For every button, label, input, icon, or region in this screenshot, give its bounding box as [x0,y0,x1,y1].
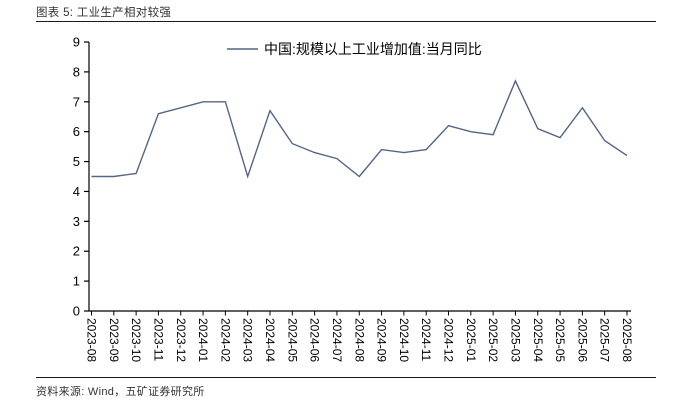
x-axis-tick-label: 2025-03 [508,318,522,362]
x-axis-tick-label: 2025-01 [464,318,478,362]
y-axis-tick-label: 2 [73,244,80,259]
source-note: 资料来源: Wind，五矿证券研究所 [36,386,205,398]
x-axis-tick-label: 2025-02 [486,318,500,362]
x-axis-tick-label: 2024-04 [263,318,277,362]
x-axis-tick-label: 2023-11 [151,318,165,361]
series-line [91,79,628,179]
x-axis-tick-label: 2024-03 [241,318,255,362]
x-axis-tick-label: 2024-05 [285,318,299,362]
y-axis-tick-label: 9 [73,35,80,50]
y-axis-tick-label: 5 [73,154,80,169]
x-axis-tick-label: 2024-08 [352,318,366,362]
x-axis-tick-label: 2023-09 [107,318,121,362]
x-axis-tick-label: 2023-10 [129,318,143,362]
figure-title: 图表 5: 工业生产相对较强 [36,7,172,19]
x-axis-tick-label: 2025-07 [598,318,612,362]
x-axis-tick-label: 2024-10 [397,318,411,362]
x-axis-tick-label: 2024-11 [419,318,433,361]
x-axis-tick-label: 2024-06 [308,318,322,362]
y-axis-tick-label: 0 [73,304,80,319]
top-divider-line [36,21,656,23]
y-axis: 0 1 2 3 4 5 6 7 8 9 [73,35,90,319]
y-axis-tick-label: 8 [73,64,80,79]
bottom-divider-line [36,377,656,379]
x-axis-tick-label: 2025-05 [553,318,567,362]
x-axis-tick-label: 2024-01 [196,318,210,362]
x-axis-tick-label: 2025-08 [620,318,634,362]
y-axis-tick-label: 6 [73,124,80,139]
legend-label: 中国:规模以上工业增加值:当月同比 [264,41,482,57]
x-axis: 2023-08 2023-09 2023-10 2023-11 2023-12 2024-… [85,310,634,362]
chart-legend: 中国:规模以上工业增加值:当月同比 [227,41,482,57]
x-axis-tick-label: 2025-06 [575,318,589,362]
y-axis-tick-label: 1 [73,274,80,289]
x-axis-tick-label: 2025-04 [531,318,545,362]
x-axis-tick-label: 2024-07 [330,318,344,362]
x-axis-tick-label: 2024-12 [442,318,456,362]
x-axis-tick-label: 2023-08 [85,318,99,362]
y-axis-tick-label: 4 [73,184,80,199]
x-axis-tick-label: 2024-09 [375,318,389,362]
y-axis-tick-label: 7 [73,94,80,109]
x-axis-tick-label: 2023-12 [174,318,188,362]
y-axis-tick-label: 3 [73,214,80,229]
x-axis-tick-label: 2024-02 [218,318,232,362]
